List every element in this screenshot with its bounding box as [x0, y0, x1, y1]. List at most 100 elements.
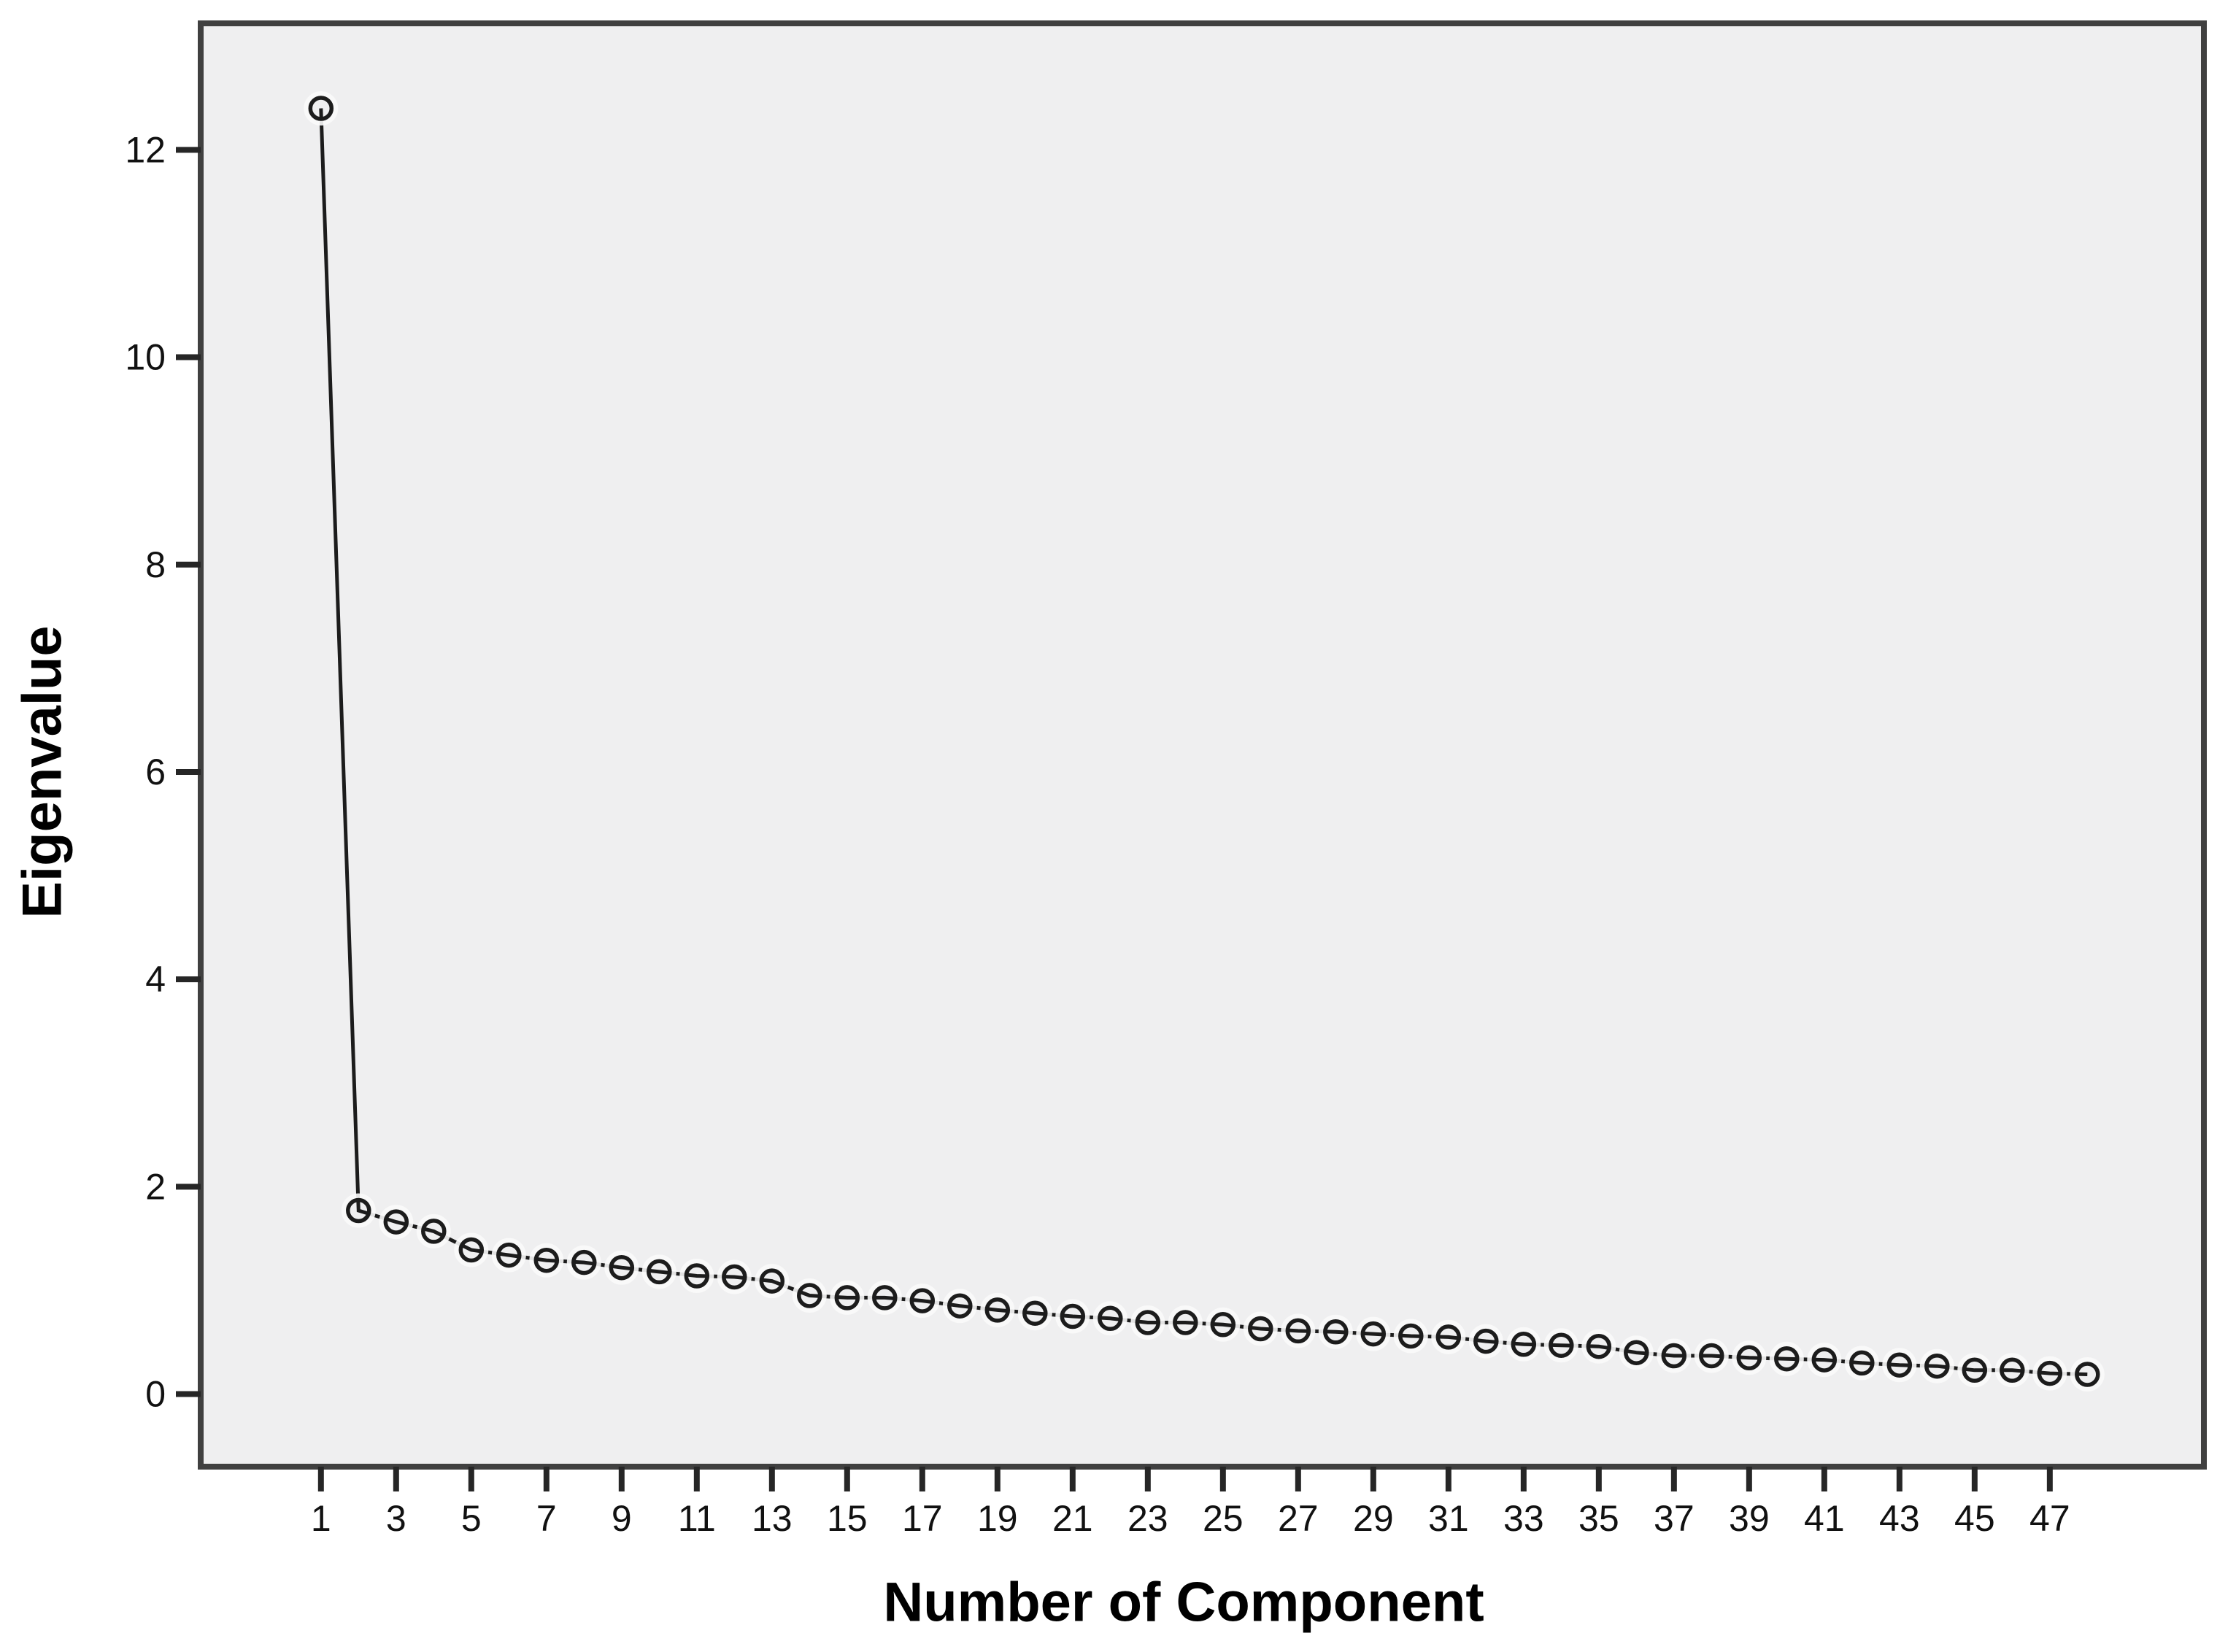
marker-open-circle	[1849, 1350, 1875, 1376]
marker-open-circle	[984, 1297, 1011, 1323]
x-tick-label: 17	[902, 1498, 943, 1539]
marker-halo	[1844, 1346, 1879, 1381]
marker-halo	[830, 1280, 865, 1315]
marker-open-circle	[1736, 1345, 1762, 1371]
marker-open-circle	[834, 1285, 860, 1311]
marker-open-circle	[1774, 1346, 1800, 1372]
marker-halo	[529, 1243, 564, 1278]
marker-open-circle	[872, 1285, 898, 1311]
marker-open-circle	[609, 1254, 635, 1281]
x-tick-label: 1	[311, 1498, 331, 1539]
marker-open-circle	[1435, 1324, 1462, 1350]
x-tick-label: 39	[1729, 1498, 1770, 1539]
marker-open-circle	[1473, 1328, 1499, 1354]
x-tick-label: 31	[1428, 1498, 1469, 1539]
marker-open-circle	[1285, 1318, 1311, 1344]
marker-halo	[1882, 1348, 1917, 1383]
marker-open-circle	[1060, 1303, 1086, 1329]
marker-halo	[980, 1292, 1015, 1327]
marker-open-circle	[533, 1247, 560, 1273]
x-tick-label: 29	[1353, 1498, 1394, 1539]
marker-halo	[1506, 1327, 1541, 1362]
marker-halo	[454, 1232, 489, 1267]
marker-open-circle	[797, 1283, 822, 1308]
marker-halo	[604, 1250, 639, 1285]
y-tick-label: 0	[145, 1374, 166, 1415]
marker-open-circle	[759, 1268, 785, 1294]
marker-open-circle	[1135, 1310, 1161, 1335]
y-tick-label: 12	[125, 129, 166, 170]
marker-halo	[1957, 1353, 1992, 1388]
marker-open-circle	[1098, 1305, 1123, 1332]
marker-halo	[1581, 1329, 1616, 1364]
x-tick-label: 47	[2029, 1498, 2070, 1539]
marker-halo	[1543, 1328, 1578, 1363]
y-tick-label: 10	[125, 337, 166, 378]
marker-open-circle	[1248, 1316, 1273, 1342]
marker-open-circle	[346, 1197, 371, 1224]
marker-halo	[1732, 1340, 1767, 1375]
marker-open-circle	[1360, 1321, 1387, 1347]
marker-halo	[679, 1259, 714, 1293]
x-tick-label: 7	[536, 1498, 557, 1539]
marker-open-circle	[383, 1209, 409, 1235]
marker-halo	[1168, 1305, 1203, 1340]
marker-open-circle	[1924, 1353, 1950, 1379]
marker-halo	[867, 1280, 902, 1315]
marker-halo	[1619, 1335, 1654, 1370]
marker-open-circle	[2075, 1362, 2100, 1387]
marker-halo	[1356, 1316, 1391, 1351]
marker-halo	[491, 1238, 526, 1273]
marker-halo	[641, 1254, 676, 1289]
marker-halo	[1092, 1301, 1127, 1336]
marker-halo	[416, 1213, 451, 1248]
marker-halo	[942, 1289, 977, 1324]
x-tick-label: 33	[1503, 1498, 1544, 1539]
x-axis-title: Number of Component	[883, 1571, 1484, 1634]
marker-open-circle	[1398, 1323, 1424, 1349]
marker-open-circle	[947, 1293, 973, 1319]
marker-halo	[1206, 1307, 1241, 1342]
marker-open-circle	[496, 1242, 522, 1268]
marker-halo	[2032, 1356, 2067, 1391]
marker-open-circle	[1811, 1347, 1838, 1373]
marker-open-circle	[722, 1264, 747, 1290]
marker-halo	[1994, 1353, 2029, 1388]
marker-open-circle	[1624, 1340, 1649, 1365]
x-tick-label: 11	[678, 1498, 716, 1539]
marker-halo	[1769, 1341, 1804, 1376]
x-tick-label: 21	[1052, 1498, 1093, 1539]
marker-open-circle	[1323, 1319, 1349, 1345]
x-tick-label: 43	[1879, 1498, 1920, 1539]
marker-halo	[755, 1264, 790, 1299]
marker-halo	[1431, 1319, 1466, 1354]
marker-open-circle	[909, 1288, 936, 1313]
marker-open-circle	[571, 1249, 597, 1275]
marker-open-circle	[458, 1237, 485, 1263]
marker-open-circle	[1210, 1312, 1236, 1338]
marker-halo	[1919, 1348, 1954, 1383]
marker-open-circle	[308, 96, 334, 121]
x-tick-label: 41	[1804, 1498, 1845, 1539]
x-tick-label: 35	[1578, 1498, 1619, 1539]
marker-open-circle	[1022, 1300, 1048, 1326]
y-tick-label: 8	[145, 544, 166, 585]
y-tick-label: 2	[145, 1166, 166, 1207]
x-tick-label: 25	[1203, 1498, 1244, 1539]
marker-open-circle	[1962, 1357, 1988, 1383]
marker-open-circle	[2037, 1360, 2063, 1386]
marker-open-circle	[1661, 1343, 1687, 1369]
marker-halo	[792, 1278, 827, 1313]
eigenvalue-series-line	[319, 108, 2088, 1376]
x-tick-label: 3	[386, 1498, 406, 1539]
marker-open-circle	[1586, 1333, 1612, 1359]
marker-halo	[1807, 1343, 1842, 1378]
y-tick-label: 4	[145, 959, 166, 1000]
marker-halo	[1318, 1314, 1353, 1349]
x-axis-ticks: 1 3 5 7 9 11 13 15 17 19 21 23 25 27 29 31 33 35 37 39 41 43 4…	[311, 1467, 2070, 1539]
marker-halo	[1130, 1305, 1165, 1340]
marker-open-circle	[684, 1263, 710, 1289]
x-tick-label: 5	[461, 1498, 482, 1539]
x-tick-label: 9	[612, 1498, 632, 1539]
